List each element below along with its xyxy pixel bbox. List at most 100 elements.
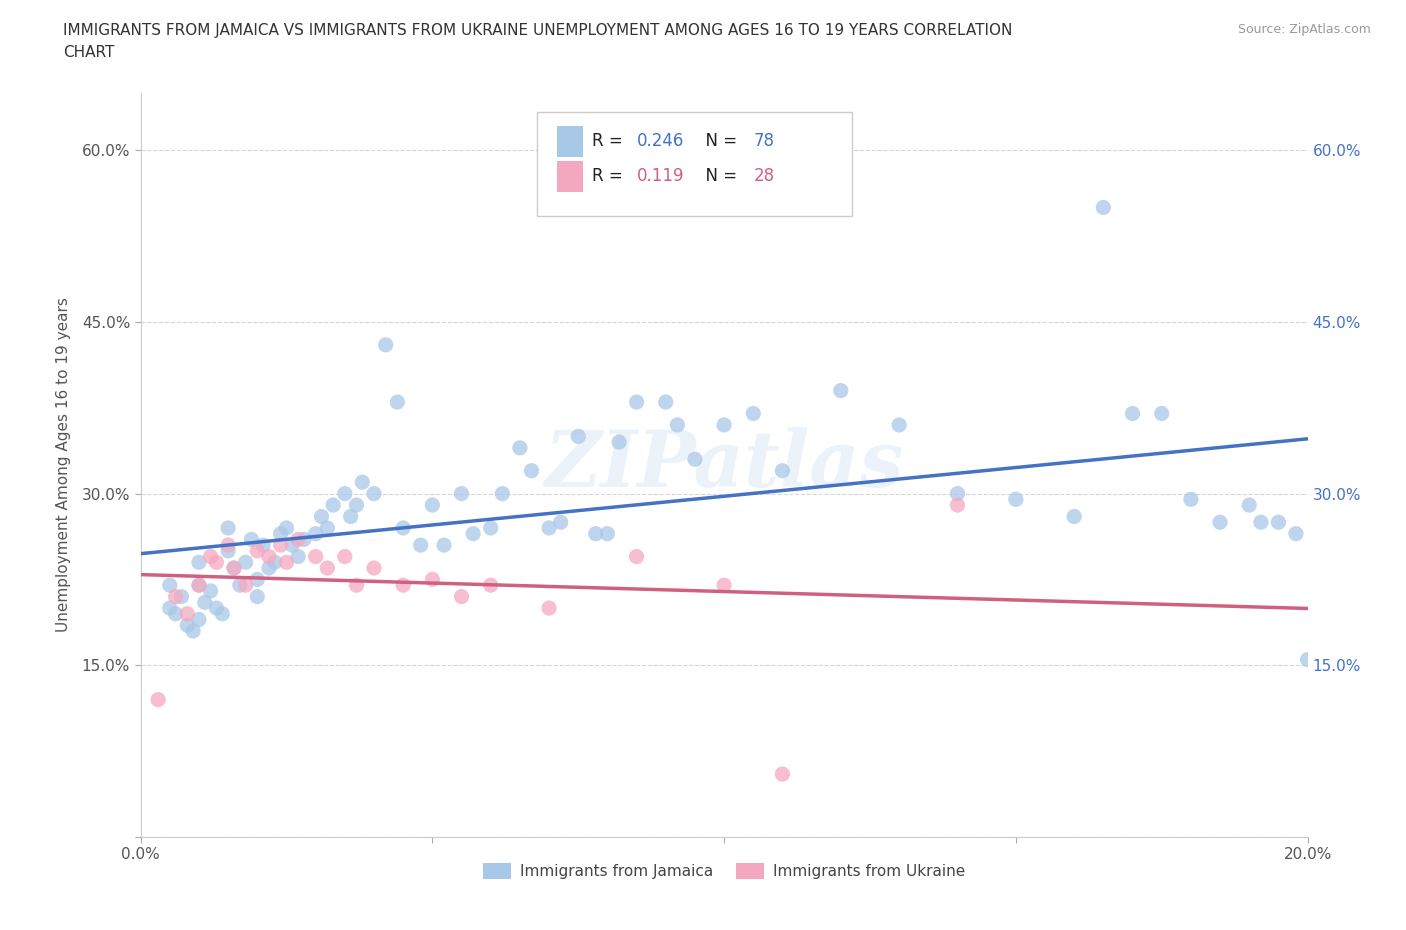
Point [392, 578, 415, 592]
Text: ZIPatlas: ZIPatlas [544, 427, 904, 503]
Y-axis label: Unemployment Among Ages 16 to 19 years: Unemployment Among Ages 16 to 19 years [56, 298, 70, 632]
Point [246, 543, 269, 558]
Point [363, 561, 385, 576]
Point [200, 583, 222, 598]
Point [683, 452, 706, 467]
Point [159, 601, 181, 616]
Point [946, 486, 969, 501]
Point [194, 595, 217, 610]
Point [479, 521, 502, 536]
Point [1063, 509, 1085, 524]
Point [276, 555, 298, 570]
Point [252, 538, 274, 552]
Point [374, 338, 396, 352]
FancyBboxPatch shape [557, 126, 583, 157]
Point [1150, 406, 1173, 421]
Text: Source: ZipAtlas.com: Source: ZipAtlas.com [1237, 23, 1371, 36]
Point [567, 429, 589, 444]
Point [538, 601, 561, 616]
Point [176, 606, 198, 621]
Point [450, 590, 472, 604]
Point [772, 463, 794, 478]
Point [538, 521, 561, 536]
Point [165, 590, 187, 604]
Point [305, 549, 328, 564]
Point [1092, 200, 1115, 215]
Point [292, 532, 315, 547]
Text: R =: R = [592, 132, 628, 151]
Point [1296, 652, 1319, 667]
Text: N =: N = [695, 167, 742, 185]
Point [450, 486, 472, 501]
Point [585, 526, 607, 541]
Point [188, 578, 211, 592]
Text: 78: 78 [754, 132, 775, 151]
Point [181, 623, 204, 638]
Point [626, 394, 648, 409]
Point [1209, 515, 1232, 530]
Point [520, 463, 543, 478]
Point [479, 578, 502, 592]
Text: CHART: CHART [63, 45, 115, 60]
Point [1005, 492, 1028, 507]
Point [211, 606, 233, 621]
Text: N =: N = [695, 132, 742, 151]
Text: 0.246: 0.246 [637, 132, 683, 151]
Legend: Immigrants from Jamaica, Immigrants from Ukraine: Immigrants from Jamaica, Immigrants from… [477, 857, 972, 885]
FancyBboxPatch shape [537, 112, 852, 216]
Point [550, 515, 572, 530]
FancyBboxPatch shape [557, 161, 583, 192]
Point [188, 578, 211, 592]
Point [229, 578, 252, 592]
Point [316, 561, 339, 576]
Point [246, 572, 269, 587]
Point [281, 538, 304, 552]
Point [422, 572, 444, 587]
Point [222, 561, 245, 576]
Point [146, 692, 169, 707]
Point [246, 590, 269, 604]
Point [263, 555, 285, 570]
Point [830, 383, 852, 398]
Point [666, 418, 689, 432]
Point [305, 526, 328, 541]
Point [946, 498, 969, 512]
Point [217, 521, 239, 536]
Point [339, 509, 361, 524]
Point [491, 486, 513, 501]
Point [772, 766, 794, 781]
Point [422, 498, 444, 512]
Point [463, 526, 485, 541]
Point [655, 394, 678, 409]
Point [311, 509, 333, 524]
Point [257, 561, 280, 576]
Point [352, 474, 374, 489]
Point [333, 549, 356, 564]
Point [346, 578, 368, 592]
Point [1122, 406, 1144, 421]
Point [217, 538, 239, 552]
Point [270, 526, 292, 541]
Point [363, 486, 385, 501]
Point [240, 532, 263, 547]
Point [346, 498, 368, 512]
Point [316, 521, 339, 536]
Point [1250, 515, 1272, 530]
Point [165, 606, 187, 621]
Point [596, 526, 619, 541]
Point [188, 555, 211, 570]
Point [1267, 515, 1289, 530]
Point [200, 549, 222, 564]
Point [889, 418, 911, 432]
Point [217, 543, 239, 558]
Text: 28: 28 [754, 167, 775, 185]
Point [235, 578, 257, 592]
Point [409, 538, 432, 552]
Text: IMMIGRANTS FROM JAMAICA VS IMMIGRANTS FROM UKRAINE UNEMPLOYMENT AMONG AGES 16 TO: IMMIGRANTS FROM JAMAICA VS IMMIGRANTS FR… [63, 23, 1012, 38]
Point [270, 538, 292, 552]
Point [742, 406, 765, 421]
Point [257, 549, 280, 564]
Point [205, 555, 228, 570]
Point [1285, 526, 1308, 541]
Text: 0.119: 0.119 [637, 167, 685, 185]
